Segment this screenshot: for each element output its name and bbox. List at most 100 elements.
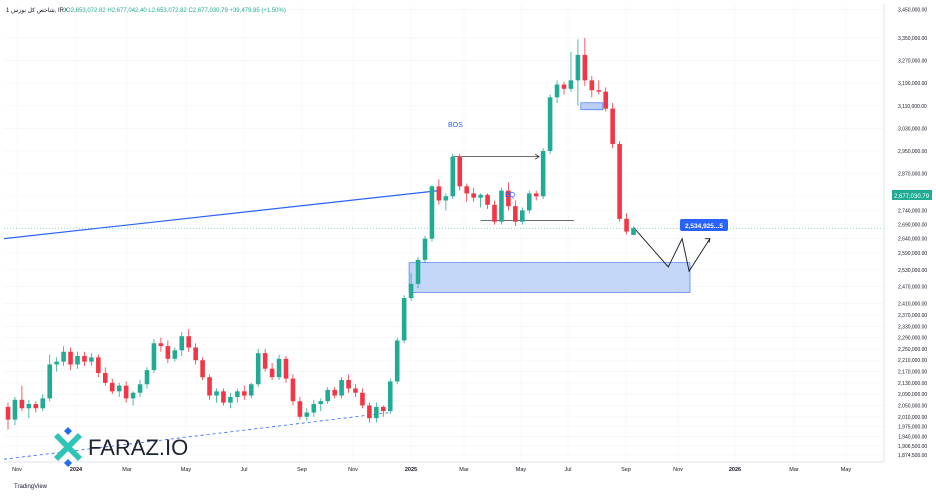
grid: [4, 4, 884, 462]
candle-body: [137, 384, 143, 393]
x-tick-label: May: [841, 467, 852, 473]
candle-body: [12, 399, 18, 420]
candle-body: [235, 391, 240, 397]
candle-body: [158, 343, 164, 347]
candle-body: [464, 186, 469, 194]
candle-body: [123, 385, 129, 399]
x-tick-label: 2026: [729, 467, 741, 473]
y-tick-label: 2,950,000.00: [898, 149, 927, 155]
current-price-tag: [892, 190, 932, 200]
candle-body: [346, 380, 351, 389]
candle-body: [193, 347, 198, 361]
x-tick-label: Sep: [297, 467, 307, 473]
demand-zone: [408, 262, 691, 293]
y-tick-label: 2,590,000.00: [898, 251, 927, 257]
candle-body: [26, 404, 32, 409]
candle-body: [374, 406, 379, 419]
y-tick-label: 2,290,000.00: [898, 336, 927, 342]
faraz-logo: FARAZ.IO: [54, 427, 188, 467]
candle-body: [61, 351, 66, 362]
candle-body: [429, 186, 435, 239]
y-tick-label: 2,470,000.00: [898, 285, 927, 291]
candle-body: [436, 186, 442, 201]
candle-body: [360, 392, 365, 406]
eq-label: EQ: [505, 192, 516, 199]
y-tick-label: 3,190,000.00: [898, 81, 927, 87]
candle-body: [540, 151, 546, 197]
candle-body: [318, 401, 324, 405]
zone-price-label: 2,534,925...5: [685, 223, 723, 230]
y-tick-label: 2,130,000.00: [898, 381, 927, 387]
y-tick-label: 1,975,000.00: [898, 425, 927, 431]
bos-label: BOS: [448, 122, 463, 129]
candle-body: [144, 370, 150, 385]
candle-body: [5, 406, 11, 420]
candle-body: [422, 238, 428, 260]
candle-body: [457, 156, 463, 187]
projection-path: [633, 227, 711, 273]
projection-arrow-icon: [704, 238, 711, 243]
candle-body: [248, 384, 254, 396]
zone-price-tag: [680, 219, 728, 231]
x-tick-label: Nov: [12, 467, 22, 473]
candle-body: [82, 355, 87, 362]
candle-body: [631, 228, 636, 235]
y-tick-label: 2,210,000.00: [898, 358, 927, 364]
candle-body: [325, 389, 330, 402]
candle-body: [520, 210, 525, 222]
x-tick-label: May: [516, 467, 527, 473]
x-tick-label: Mar: [459, 467, 469, 473]
x-tick-label: May: [181, 467, 192, 473]
y-tick-label: 2,740,000.00: [898, 208, 927, 214]
candle-body: [589, 80, 595, 91]
candle-body: [478, 194, 483, 198]
ohlc-readout: O2,653,072.82 H2,677,042.40 L2,653,072.8…: [66, 8, 286, 14]
candle-body: [311, 404, 317, 413]
candle-body: [40, 398, 46, 409]
y-tick-label: 3,110,000.00: [898, 104, 927, 110]
candle-body: [582, 54, 588, 81]
y-tick-label: 2,170,000.00: [898, 370, 927, 376]
candle-body: [283, 358, 289, 379]
dashed-support-trendline: [3, 412, 391, 460]
y-tick-label: 1,940,000.00: [898, 435, 927, 441]
x-tick-label: Mar: [789, 467, 799, 473]
candle-body: [401, 298, 407, 341]
x-tick-label: Sep: [621, 467, 631, 473]
x-tick-label: 2025: [405, 467, 417, 473]
candle-body: [186, 336, 191, 348]
candle-body: [561, 84, 567, 89]
candle-body: [172, 350, 178, 359]
bos-arrow-icon: [534, 153, 540, 160]
candle-body: [96, 357, 101, 373]
candle-body: [332, 389, 337, 396]
y-tick-label: 3,030,000.00: [898, 126, 927, 132]
candle-body: [554, 84, 560, 98]
candle-body: [68, 351, 73, 365]
tradingview-footer: TradingView: [14, 484, 48, 490]
candle-body: [443, 196, 449, 201]
candle-body: [262, 353, 268, 369]
y-tick-label: 2,640,000.00: [898, 237, 927, 243]
x-tick-label: Mar: [122, 467, 132, 473]
candle-body: [610, 108, 615, 144]
logo-mark-icon: [54, 427, 82, 467]
trendline-layer: [3, 153, 884, 460]
candle-body: [214, 391, 219, 396]
candle-body: [116, 385, 122, 392]
candle-body: [415, 259, 421, 284]
candle-body: [367, 405, 372, 419]
x-tick-label: Nov: [348, 467, 358, 473]
candle-body: [179, 336, 185, 351]
candle-body: [151, 343, 157, 371]
y-tick-label: 2,250,000.00: [898, 347, 927, 353]
y-tick-label: 2,370,000.00: [898, 313, 927, 319]
candles: [5, 37, 636, 430]
candle-body: [47, 364, 52, 399]
symbol-title: 1 شاخص كل بورس, IRX: [6, 7, 68, 14]
candle-body: [596, 90, 602, 92]
y-tick-label: 3,450,000.00: [898, 8, 927, 14]
y-tick-label: 2,050,000.00: [898, 403, 927, 409]
